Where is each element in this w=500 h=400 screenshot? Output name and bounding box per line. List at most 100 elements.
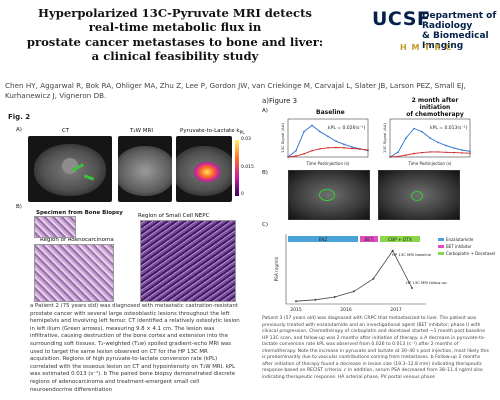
data-point xyxy=(437,141,439,144)
treatment-label: BETi xyxy=(364,237,373,243)
panel-c-label: C) xyxy=(262,222,268,228)
biopsy-specimen-image xyxy=(34,216,76,238)
data-point xyxy=(437,151,439,153)
data-point xyxy=(311,149,313,152)
panel-a-label: A) xyxy=(262,108,268,114)
data-point xyxy=(319,130,321,133)
followup-title-line: of chemotherapy xyxy=(406,111,464,118)
data-point xyxy=(319,147,321,150)
data-point xyxy=(461,149,463,151)
treatment-bar xyxy=(360,236,378,242)
data-point xyxy=(343,147,345,149)
colorbar xyxy=(235,140,239,196)
kinetics-plots: kPL = 0.026(s⁻¹) Time Postinjection (s) 13… xyxy=(280,118,471,166)
followup-title-line: 2 month after initiation xyxy=(411,97,459,111)
figure-2-caption: a Patient 2 (75 years old) was diagnosed… xyxy=(30,303,240,393)
dept-line: Department of Radiology xyxy=(422,11,497,31)
data-point xyxy=(421,151,423,154)
data-point xyxy=(429,137,431,139)
legend-swatch xyxy=(438,238,444,241)
psa-line xyxy=(295,250,413,302)
x-axis-label: Time Postinjection (s) xyxy=(408,161,452,166)
ct-image xyxy=(28,136,112,202)
y-axis-label: 13C Signal (AU) xyxy=(382,123,387,153)
data-point xyxy=(469,150,471,153)
x-tick-label: 2017 xyxy=(390,307,402,313)
annotation: HP 13C MRI baseline xyxy=(392,252,432,257)
legend-entry: Carboplatin + Docetaxel xyxy=(446,251,495,256)
ucsf-logo: UCSF Department of Radiology & Biomedica… xyxy=(372,8,496,51)
treatment-bar xyxy=(380,236,420,242)
nepc-label: Region of Small Cell NEPC xyxy=(138,213,210,219)
x-tick-label: 2015 xyxy=(290,307,302,313)
psa-point xyxy=(353,290,355,293)
followup-liver-mri xyxy=(378,170,460,220)
dept-line: & Biomedical Imaging xyxy=(422,31,489,51)
baseline-title: Baseline xyxy=(316,109,345,116)
data-point xyxy=(453,151,455,154)
data-point xyxy=(351,147,353,150)
data-point xyxy=(335,140,337,142)
data-point xyxy=(295,149,297,152)
psa-point xyxy=(295,300,297,303)
psa-timeline-chart: ENZ BETi CBP + DTX 2015 2016 2017 PSA (ng/ml) H… xyxy=(274,234,495,313)
data-point xyxy=(413,152,415,155)
hmtrc-logo: H M T R C xyxy=(400,43,453,52)
panel-b-label: B) xyxy=(262,170,268,176)
data-point xyxy=(287,156,289,158)
kpl-label: Pyruvate-to-Lactate kPL xyxy=(180,128,245,136)
lesion-marker xyxy=(411,191,423,201)
legend-swatch xyxy=(438,252,444,255)
data-point xyxy=(461,152,463,154)
plot-frame xyxy=(287,118,369,158)
psa-point xyxy=(333,296,336,298)
data-point xyxy=(327,135,329,138)
adenocarcinoma-histology-image xyxy=(34,244,114,302)
kpl-map-image xyxy=(176,136,232,202)
title-line: Hyperpolarized 13C-Pyruvate MRI detects xyxy=(38,6,312,20)
psa-point xyxy=(391,249,394,252)
treatment-label: CBP + DTX xyxy=(388,237,412,243)
y-axis-label: 13C Signal (AU) xyxy=(280,123,285,153)
data-point xyxy=(343,143,345,146)
t2w-label: T₂W MRI xyxy=(130,128,153,134)
kpl-label-sub: PL xyxy=(239,131,245,137)
data-point xyxy=(429,151,431,153)
data-point xyxy=(359,148,361,150)
title-line: real-time metabolic flux in xyxy=(88,20,262,35)
figure-3-label: a)Figure 3 xyxy=(262,97,298,105)
specimen-label: Specimen from Bone Biopsy xyxy=(36,210,123,216)
data-point xyxy=(445,144,447,147)
data-point xyxy=(405,154,407,156)
kpl-annotation: kPL = 0.013(s⁻¹) xyxy=(430,125,468,131)
title-line: prostate cancer metastases to bone and l… xyxy=(26,34,324,49)
y-axis-label: PSA (ng/ml) xyxy=(274,256,279,281)
colorbar-max: 0.03 xyxy=(241,137,252,142)
ucsf-wordmark: UCSF xyxy=(372,8,431,30)
t2w-mri-image xyxy=(118,136,172,202)
data-point xyxy=(405,137,407,139)
treatment-label: ENZ xyxy=(319,237,328,243)
poster-title: Hyperpolarized 13C-Pyruvate MRI detects … xyxy=(10,6,340,63)
data-point xyxy=(335,146,337,149)
followup-title: 2 month after initiation of chemotherapy xyxy=(400,97,470,118)
data-point xyxy=(327,147,329,149)
panel-a-label: A) xyxy=(16,127,22,133)
data-point xyxy=(389,156,391,158)
data-point xyxy=(303,130,305,133)
legend-swatch xyxy=(438,245,444,248)
annotation: HP 13C MRI follow-up xyxy=(406,280,447,285)
lesion-marker xyxy=(319,189,335,201)
x-tick-label: 2016 xyxy=(340,307,352,313)
panel-b-label: B) xyxy=(16,204,22,210)
psa-point xyxy=(411,287,413,290)
data-point xyxy=(453,147,455,149)
treatment-bar xyxy=(288,236,358,242)
kpl-label-text: Pyruvate-to-Lactate k xyxy=(180,128,240,134)
data-point xyxy=(397,155,399,158)
figure-3-caption: Patient 3 (57 years old) was diagnosed w… xyxy=(262,316,489,380)
data-point xyxy=(295,155,297,157)
data-point xyxy=(445,151,447,154)
data-point xyxy=(351,146,353,148)
data-point xyxy=(303,153,305,155)
